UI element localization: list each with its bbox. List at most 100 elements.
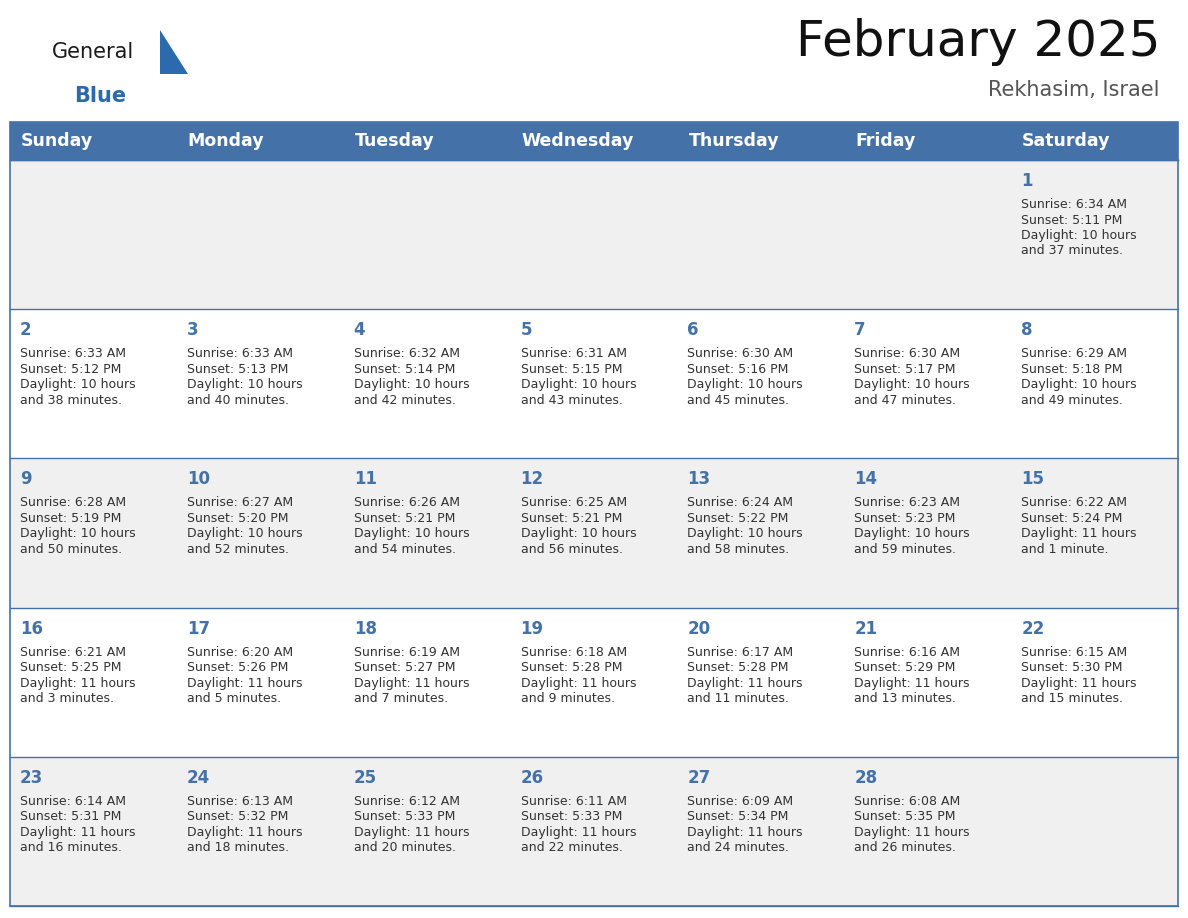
Text: 2: 2 xyxy=(20,321,32,339)
Text: Sunset: 5:23 PM: Sunset: 5:23 PM xyxy=(854,512,955,525)
Text: 16: 16 xyxy=(20,620,43,638)
Text: Daylight: 11 hours: Daylight: 11 hours xyxy=(20,677,135,689)
Text: February 2025: February 2025 xyxy=(796,18,1159,66)
Text: Sunset: 5:17 PM: Sunset: 5:17 PM xyxy=(854,363,956,375)
Text: Sunset: 5:13 PM: Sunset: 5:13 PM xyxy=(187,363,289,375)
Text: Daylight: 11 hours: Daylight: 11 hours xyxy=(854,677,969,689)
Text: Sunrise: 6:33 AM: Sunrise: 6:33 AM xyxy=(187,347,293,360)
Text: and 15 minutes.: and 15 minutes. xyxy=(1022,692,1123,705)
Text: 1: 1 xyxy=(1022,172,1032,190)
Text: Sunrise: 6:26 AM: Sunrise: 6:26 AM xyxy=(354,497,460,509)
Text: Sunrise: 6:30 AM: Sunrise: 6:30 AM xyxy=(854,347,960,360)
Text: Sunrise: 6:32 AM: Sunrise: 6:32 AM xyxy=(354,347,460,360)
Text: and 50 minutes.: and 50 minutes. xyxy=(20,543,122,556)
Text: 11: 11 xyxy=(354,470,377,488)
Bar xyxy=(10,309,1178,458)
Text: and 3 minutes.: and 3 minutes. xyxy=(20,692,114,705)
Text: Sunrise: 6:33 AM: Sunrise: 6:33 AM xyxy=(20,347,126,360)
Text: Daylight: 11 hours: Daylight: 11 hours xyxy=(688,677,803,689)
Text: Sunset: 5:20 PM: Sunset: 5:20 PM xyxy=(187,512,289,525)
Text: Sunset: 5:14 PM: Sunset: 5:14 PM xyxy=(354,363,455,375)
Text: and 24 minutes.: and 24 minutes. xyxy=(688,841,789,855)
Text: 4: 4 xyxy=(354,321,366,339)
Text: Sunset: 5:28 PM: Sunset: 5:28 PM xyxy=(688,661,789,674)
Text: Sunrise: 6:09 AM: Sunrise: 6:09 AM xyxy=(688,795,794,808)
Text: Sunset: 5:31 PM: Sunset: 5:31 PM xyxy=(20,811,121,823)
Text: Sunset: 5:33 PM: Sunset: 5:33 PM xyxy=(520,811,623,823)
Text: 9: 9 xyxy=(20,470,32,488)
Text: Daylight: 10 hours: Daylight: 10 hours xyxy=(520,528,637,541)
Text: Sunrise: 6:13 AM: Sunrise: 6:13 AM xyxy=(187,795,293,808)
Text: 12: 12 xyxy=(520,470,544,488)
Text: Sunset: 5:21 PM: Sunset: 5:21 PM xyxy=(354,512,455,525)
Text: 21: 21 xyxy=(854,620,878,638)
Text: Daylight: 11 hours: Daylight: 11 hours xyxy=(20,826,135,839)
Text: Daylight: 11 hours: Daylight: 11 hours xyxy=(520,826,636,839)
Bar xyxy=(1011,122,1178,160)
Text: 14: 14 xyxy=(854,470,878,488)
Text: and 20 minutes.: and 20 minutes. xyxy=(354,841,456,855)
Text: Sunrise: 6:11 AM: Sunrise: 6:11 AM xyxy=(520,795,626,808)
Text: Blue: Blue xyxy=(74,86,126,106)
Text: 19: 19 xyxy=(520,620,544,638)
Text: Sunset: 5:15 PM: Sunset: 5:15 PM xyxy=(520,363,623,375)
Text: Sunrise: 6:15 AM: Sunrise: 6:15 AM xyxy=(1022,645,1127,658)
Text: Sunset: 5:34 PM: Sunset: 5:34 PM xyxy=(688,811,789,823)
Text: Sunday: Sunday xyxy=(21,132,93,150)
Text: Sunrise: 6:34 AM: Sunrise: 6:34 AM xyxy=(1022,198,1127,211)
Text: and 22 minutes.: and 22 minutes. xyxy=(520,841,623,855)
Text: Monday: Monday xyxy=(188,132,265,150)
Text: and 59 minutes.: and 59 minutes. xyxy=(854,543,956,556)
Text: Sunset: 5:19 PM: Sunset: 5:19 PM xyxy=(20,512,121,525)
Text: and 43 minutes.: and 43 minutes. xyxy=(520,394,623,407)
Text: Daylight: 11 hours: Daylight: 11 hours xyxy=(187,677,303,689)
Text: Sunrise: 6:14 AM: Sunrise: 6:14 AM xyxy=(20,795,126,808)
Bar xyxy=(10,122,177,160)
Text: Daylight: 11 hours: Daylight: 11 hours xyxy=(854,826,969,839)
Bar xyxy=(845,122,1011,160)
Text: 8: 8 xyxy=(1022,321,1032,339)
Text: and 16 minutes.: and 16 minutes. xyxy=(20,841,122,855)
Text: and 49 minutes.: and 49 minutes. xyxy=(1022,394,1123,407)
Bar xyxy=(511,122,677,160)
Text: Sunset: 5:22 PM: Sunset: 5:22 PM xyxy=(688,512,789,525)
Text: Sunset: 5:11 PM: Sunset: 5:11 PM xyxy=(1022,214,1123,227)
Text: and 9 minutes.: and 9 minutes. xyxy=(520,692,614,705)
Text: Daylight: 10 hours: Daylight: 10 hours xyxy=(1022,229,1137,242)
Text: Sunrise: 6:19 AM: Sunrise: 6:19 AM xyxy=(354,645,460,658)
Text: 23: 23 xyxy=(20,768,43,787)
Bar xyxy=(10,160,1178,309)
Text: and 1 minute.: and 1 minute. xyxy=(1022,543,1108,556)
Text: Daylight: 10 hours: Daylight: 10 hours xyxy=(187,378,303,391)
Text: 26: 26 xyxy=(520,768,544,787)
Text: Saturday: Saturday xyxy=(1022,132,1111,150)
Text: and 5 minutes.: and 5 minutes. xyxy=(187,692,282,705)
Text: 6: 6 xyxy=(688,321,699,339)
Text: Daylight: 10 hours: Daylight: 10 hours xyxy=(688,378,803,391)
Text: Daylight: 10 hours: Daylight: 10 hours xyxy=(1022,378,1137,391)
Text: Sunrise: 6:25 AM: Sunrise: 6:25 AM xyxy=(520,497,627,509)
Bar xyxy=(10,608,1178,756)
Text: Sunset: 5:26 PM: Sunset: 5:26 PM xyxy=(187,661,289,674)
Text: Sunrise: 6:29 AM: Sunrise: 6:29 AM xyxy=(1022,347,1127,360)
Text: and 42 minutes.: and 42 minutes. xyxy=(354,394,455,407)
Text: Sunset: 5:27 PM: Sunset: 5:27 PM xyxy=(354,661,455,674)
Text: Daylight: 10 hours: Daylight: 10 hours xyxy=(187,528,303,541)
Text: Sunrise: 6:24 AM: Sunrise: 6:24 AM xyxy=(688,497,794,509)
Bar xyxy=(10,756,1178,906)
Text: 7: 7 xyxy=(854,321,866,339)
Text: Sunset: 5:16 PM: Sunset: 5:16 PM xyxy=(688,363,789,375)
Text: and 47 minutes.: and 47 minutes. xyxy=(854,394,956,407)
Text: 25: 25 xyxy=(354,768,377,787)
Text: Sunrise: 6:23 AM: Sunrise: 6:23 AM xyxy=(854,497,960,509)
Text: and 45 minutes.: and 45 minutes. xyxy=(688,394,790,407)
Text: Daylight: 10 hours: Daylight: 10 hours xyxy=(854,528,969,541)
Text: Daylight: 11 hours: Daylight: 11 hours xyxy=(520,677,636,689)
Text: 5: 5 xyxy=(520,321,532,339)
Text: Daylight: 11 hours: Daylight: 11 hours xyxy=(354,826,469,839)
Text: Daylight: 11 hours: Daylight: 11 hours xyxy=(1022,677,1137,689)
Text: Daylight: 11 hours: Daylight: 11 hours xyxy=(187,826,303,839)
Bar xyxy=(10,122,1178,906)
Text: Tuesday: Tuesday xyxy=(355,132,435,150)
Text: Daylight: 10 hours: Daylight: 10 hours xyxy=(520,378,637,391)
